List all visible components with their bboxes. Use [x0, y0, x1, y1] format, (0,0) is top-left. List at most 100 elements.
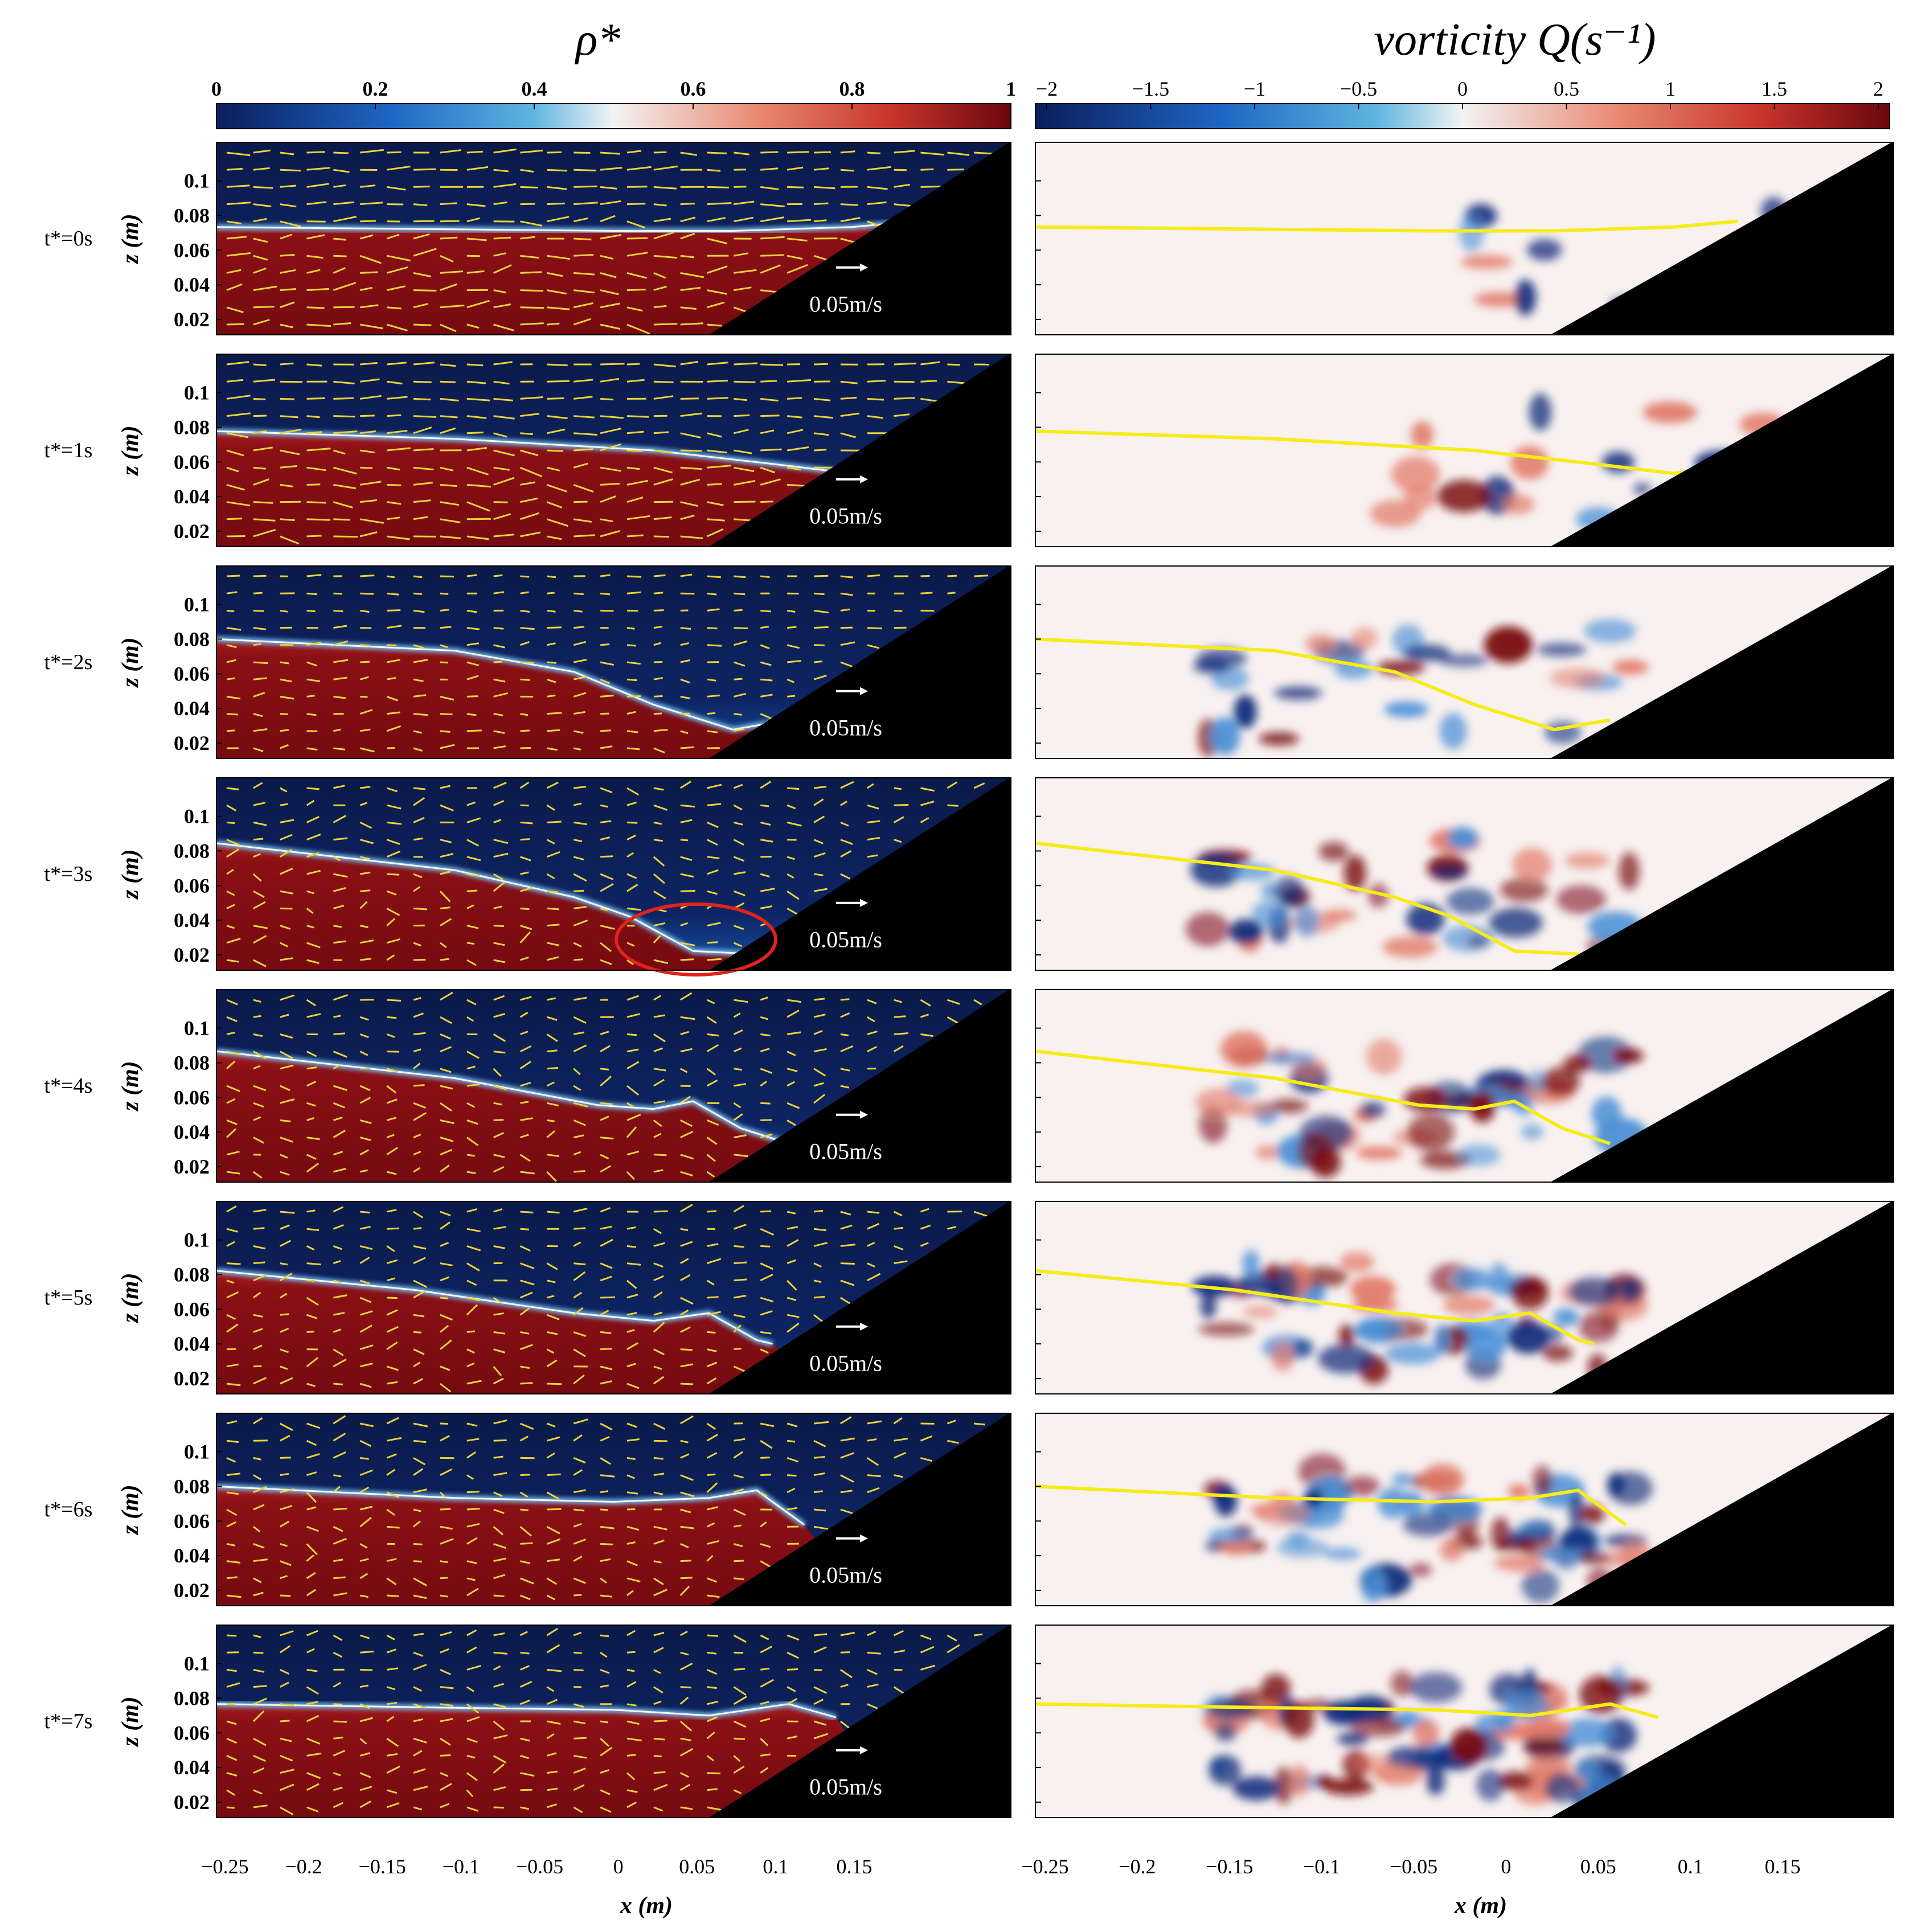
velocity-vector	[546, 1171, 558, 1182]
velocity-vector	[226, 323, 244, 326]
velocity-vector	[360, 271, 378, 274]
figure-row: t*=2s z (m)0.05m/s0.10.080.060.040.02	[44, 565, 1894, 759]
velocity-vector	[894, 1032, 908, 1035]
velocity-vector	[226, 1682, 240, 1688]
left-colorbar-tick-label: 0.2	[363, 77, 388, 100]
velocity-vector	[546, 851, 560, 858]
velocity-vector	[440, 1033, 452, 1040]
velocity-vector	[387, 999, 402, 1002]
velocity-vector	[653, 1686, 663, 1694]
velocity-vector	[734, 1261, 747, 1265]
left-colorbar-ticks: 0 0.2 0.4 0.6 0.8 1	[211, 77, 1016, 109]
velocity-vector	[680, 856, 693, 862]
velocity-vector	[413, 1227, 422, 1230]
velocity-vector	[680, 286, 701, 292]
velocity-vector	[306, 1081, 317, 1087]
velocity-vector	[360, 518, 384, 524]
velocity-vector	[440, 1102, 452, 1112]
vortex-blob	[1344, 855, 1366, 891]
velocity-vector	[574, 1170, 585, 1173]
velocity-vector	[574, 906, 587, 909]
velocity-vector	[253, 1486, 268, 1494]
velocity-vector	[280, 1262, 288, 1266]
velocity-vector	[626, 730, 638, 733]
velocity-vector	[466, 839, 480, 847]
velocity-vector	[280, 1240, 292, 1247]
velocity-vector	[626, 1590, 634, 1597]
velocity-vector	[653, 323, 678, 326]
velocity-vector	[386, 1508, 395, 1516]
velocity-vector	[546, 1752, 557, 1757]
velocity-vector	[493, 942, 505, 946]
velocity-vector	[440, 853, 454, 858]
velocity-vector	[493, 905, 502, 909]
velocity-vector	[226, 1085, 240, 1092]
velocity-vector	[226, 1383, 241, 1387]
z-tick-label: 0.04	[174, 697, 210, 720]
velocity-vector	[653, 1669, 661, 1674]
velocity-vector	[440, 1119, 454, 1125]
velocity-vector	[386, 954, 395, 961]
velocity-vector	[359, 709, 373, 715]
velocity-vector	[733, 1012, 741, 1018]
velocity-vector	[333, 1294, 347, 1299]
z-tick-label: 0.1	[184, 382, 210, 404]
vorticity-interface-line	[1035, 637, 1611, 732]
velocity-vector	[226, 1806, 235, 1809]
velocity-vector	[520, 1134, 529, 1139]
velocity-vector	[440, 518, 461, 523]
scale-arrow-head	[860, 1110, 868, 1119]
z-tick-label: 0.06	[174, 1298, 210, 1320]
velocity-vector	[680, 627, 691, 630]
velocity-vector	[360, 609, 370, 613]
velocity-vector	[626, 515, 650, 520]
slope-bottom	[1550, 1201, 1894, 1394]
velocity-vector	[253, 1474, 262, 1480]
velocity-vector	[573, 1374, 585, 1385]
velocity-vector	[626, 959, 634, 966]
velocity-vector	[600, 1207, 611, 1213]
vortex-blob	[1355, 1146, 1402, 1160]
velocity-vector	[519, 1422, 534, 1430]
velocity-vector	[760, 1767, 769, 1774]
velocity-vector	[333, 1772, 341, 1777]
velocity-vector	[306, 1245, 315, 1251]
velocity-vector	[813, 798, 824, 806]
velocity-vector	[387, 414, 402, 417]
velocity-vector	[547, 415, 568, 420]
velocity-vector	[574, 254, 594, 257]
velocity-vector	[947, 804, 959, 807]
velocity-vector	[253, 1085, 267, 1092]
velocity-vector	[867, 1630, 876, 1636]
velocity-vector	[707, 483, 722, 486]
velocity-vector	[466, 627, 480, 630]
velocity-vector	[306, 1471, 317, 1476]
velocity-vector	[707, 575, 722, 579]
velocity-vector	[840, 850, 852, 858]
vortex-blob	[1527, 239, 1562, 261]
velocity-vector	[680, 1119, 693, 1127]
velocity-vector	[306, 448, 331, 452]
velocity-vector	[600, 804, 608, 808]
velocity-vector	[466, 323, 480, 329]
velocity-vector	[386, 1245, 395, 1252]
velocity-vector	[813, 644, 825, 646]
velocity-vector	[813, 1686, 828, 1694]
velocity-vector	[386, 1098, 398, 1104]
vorticity-panel-frame	[1035, 565, 1894, 759]
velocity-vector	[413, 1577, 427, 1586]
velocity-vector	[626, 1171, 635, 1180]
velocity-vector	[573, 518, 592, 523]
velocity-vector	[546, 501, 563, 508]
velocity-vector	[706, 1119, 719, 1126]
velocity-vector	[626, 1457, 636, 1461]
velocity-vector	[520, 289, 544, 292]
velocity-vector	[440, 1669, 452, 1675]
vortex-blob	[1507, 1321, 1550, 1354]
velocity-vector	[600, 530, 620, 538]
velocity-vector	[626, 695, 641, 698]
velocity-vector	[306, 1589, 317, 1597]
velocity-vector	[840, 150, 855, 154]
velocity-vector	[493, 501, 508, 503]
density-panel: 0.05m/s	[216, 990, 1011, 1182]
